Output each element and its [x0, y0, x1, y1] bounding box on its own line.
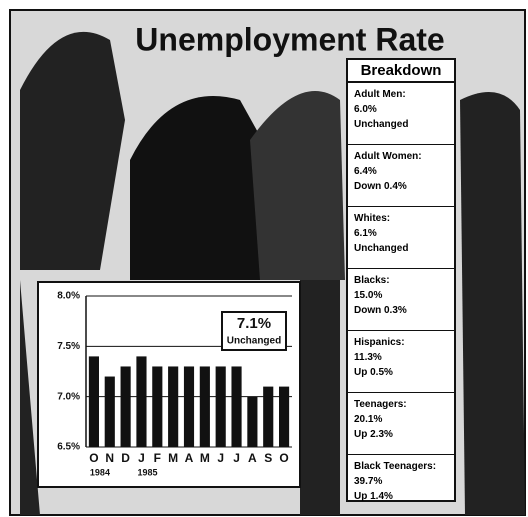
breakdown-item: Teenagers:20.1%Up 2.3% [348, 393, 454, 455]
breakdown-item: Adult Men:6.0%Unchanged [348, 83, 454, 145]
y-tick-label: 6.5% [57, 442, 80, 453]
x-tick-label: S [264, 451, 272, 465]
breakdown-label: Hispanics: [354, 335, 448, 350]
x-tick-label: A [185, 451, 194, 465]
breakdown-change: Down 0.3% [354, 303, 448, 318]
breakdown-item: Adult Women:6.4%Down 0.4% [348, 145, 454, 207]
breakdown-label: Black Teenagers: [354, 459, 448, 474]
bar [184, 366, 194, 447]
breakdown-value: 11.3% [354, 350, 448, 365]
callout-note: Unchanged [227, 336, 281, 347]
x-tick-label: M [200, 451, 210, 465]
x-tick-label: J [217, 451, 224, 465]
x-sublabel: 1985 [137, 467, 157, 477]
breakdown-item: Hispanics:11.3%Up 0.5% [348, 331, 454, 393]
x-tick-label: O [89, 451, 98, 465]
x-tick-label: J [138, 451, 145, 465]
breakdown-item: Whites:6.1%Unchanged [348, 207, 454, 269]
y-tick-label: 8.0% [57, 291, 80, 302]
breakdown-label: Adult Men: [354, 87, 448, 102]
breakdown-change: Up 2.3% [354, 427, 448, 442]
bar [168, 366, 178, 447]
bar [136, 356, 146, 447]
chart-title: Unemployment Rate [135, 21, 444, 57]
breakdown-title: Breakdown [348, 60, 454, 83]
breakdown-change: Unchanged [354, 117, 448, 132]
breakdown-change: Up 0.5% [354, 365, 448, 380]
y-tick-label: 7.5% [57, 341, 80, 352]
breakdown-label: Blacks: [354, 273, 448, 288]
x-sublabel: 1984 [90, 467, 110, 477]
bar [89, 356, 99, 447]
breakdown-value: 39.7% [354, 474, 448, 489]
breakdown-label: Adult Women: [354, 149, 448, 164]
breakdown-change: Down 0.4% [354, 179, 448, 194]
y-tick-label: 7.0% [57, 391, 80, 402]
bar [152, 366, 162, 447]
bar [247, 397, 257, 447]
x-tick-label: D [121, 451, 130, 465]
bar [200, 366, 210, 447]
x-tick-label: F [154, 451, 161, 465]
breakdown-value: 15.0% [354, 288, 448, 303]
bar [231, 366, 241, 447]
breakdown-label: Whites: [354, 211, 448, 226]
x-tick-label: M [168, 451, 178, 465]
breakdown-item: Blacks:15.0%Down 0.3% [348, 269, 454, 331]
breakdown-change: Up 1.4% [354, 489, 448, 504]
bar [263, 387, 273, 447]
x-tick-label: A [248, 451, 257, 465]
x-tick-label: N [105, 451, 114, 465]
x-tick-label: J [233, 451, 240, 465]
bar [121, 366, 131, 447]
breakdown-value: 6.4% [354, 164, 448, 179]
breakdown-label: Teenagers: [354, 397, 448, 412]
callout-value: 7.1% [237, 315, 271, 332]
breakdown-value: 6.1% [354, 226, 448, 241]
bar [105, 377, 115, 447]
breakdown-item: Black Teenagers:39.7%Up 1.4% [348, 455, 454, 517]
breakdown-value: 6.0% [354, 102, 448, 117]
bar [216, 366, 226, 447]
page: Unemployment Rate 6.5% 7.0% 7.5% 8.0% O 1984 N… [0, 0, 528, 517]
breakdown-change: Unchanged [354, 241, 448, 256]
person-silhouette [460, 92, 525, 515]
x-tick-label: O [279, 451, 288, 465]
breakdown-value: 20.1% [354, 412, 448, 427]
bar [279, 387, 289, 447]
